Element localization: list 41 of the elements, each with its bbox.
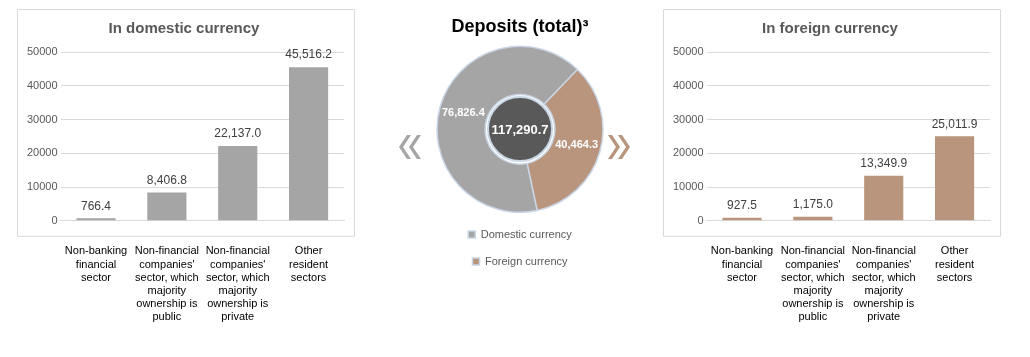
bar bbox=[147, 192, 187, 221]
x-tick-label: Non-financial companies' sector, which majority ownership is public bbox=[134, 244, 199, 323]
x-tick-label: Other resident sectors bbox=[935, 244, 975, 283]
data-label: 45,516.2 bbox=[285, 47, 333, 62]
bar bbox=[218, 146, 258, 221]
bar bbox=[289, 67, 329, 221]
bar bbox=[935, 136, 975, 221]
data-label: 766.4 bbox=[81, 198, 112, 213]
data-label: 40,464.3 bbox=[555, 138, 599, 151]
x-tick-label: Non-banking financial sector bbox=[64, 244, 128, 283]
chart-title: In domestic currency bbox=[108, 19, 261, 37]
data-label: 22,137.0 bbox=[214, 126, 262, 141]
y-tick-label: 30000 bbox=[26, 112, 58, 125]
data-label: 25,011.9 bbox=[931, 116, 978, 131]
y-tick-label: 40000 bbox=[26, 78, 58, 91]
x-tick-label: Non-financial companies' sector, which majority ownership is public bbox=[780, 244, 845, 323]
x-tick-label: Other resident sectors bbox=[289, 244, 329, 283]
data-label: 8,406.8 bbox=[146, 172, 188, 187]
bar bbox=[864, 175, 904, 221]
chart-title: Deposits (total)³ bbox=[451, 15, 589, 36]
x-tick-label: Non-banking financial sector bbox=[710, 244, 774, 283]
y-tick-label: 0 bbox=[51, 213, 58, 226]
x-tick-label: Non-financial companies' sector, which majority ownership is private bbox=[205, 244, 270, 323]
y-tick-label: 20000 bbox=[26, 146, 58, 159]
chart-title: In foreign currency bbox=[762, 19, 899, 37]
y-tick-label: 10000 bbox=[672, 180, 704, 193]
y-tick-label: 10000 bbox=[26, 180, 58, 193]
data-label: 927.5 bbox=[727, 197, 758, 212]
data-label: 76,826.4 bbox=[441, 106, 486, 119]
data-label: 1,175.0 bbox=[792, 197, 834, 212]
data-label: 13,349.9 bbox=[860, 156, 908, 171]
y-tick-label: 30000 bbox=[672, 112, 704, 125]
y-tick-label: 20000 bbox=[672, 146, 704, 159]
y-tick-label: 40000 bbox=[672, 78, 704, 91]
y-tick-label: 50000 bbox=[26, 45, 58, 58]
legend-label: Domestic currency bbox=[480, 227, 573, 240]
y-tick-label: 50000 bbox=[672, 45, 704, 58]
x-tick-label: Non-financial companies' sector, which majority ownership is private bbox=[851, 244, 916, 323]
y-tick-label: 0 bbox=[697, 213, 704, 226]
bar bbox=[76, 218, 116, 221]
legend-label: Foreign currency bbox=[484, 254, 569, 267]
